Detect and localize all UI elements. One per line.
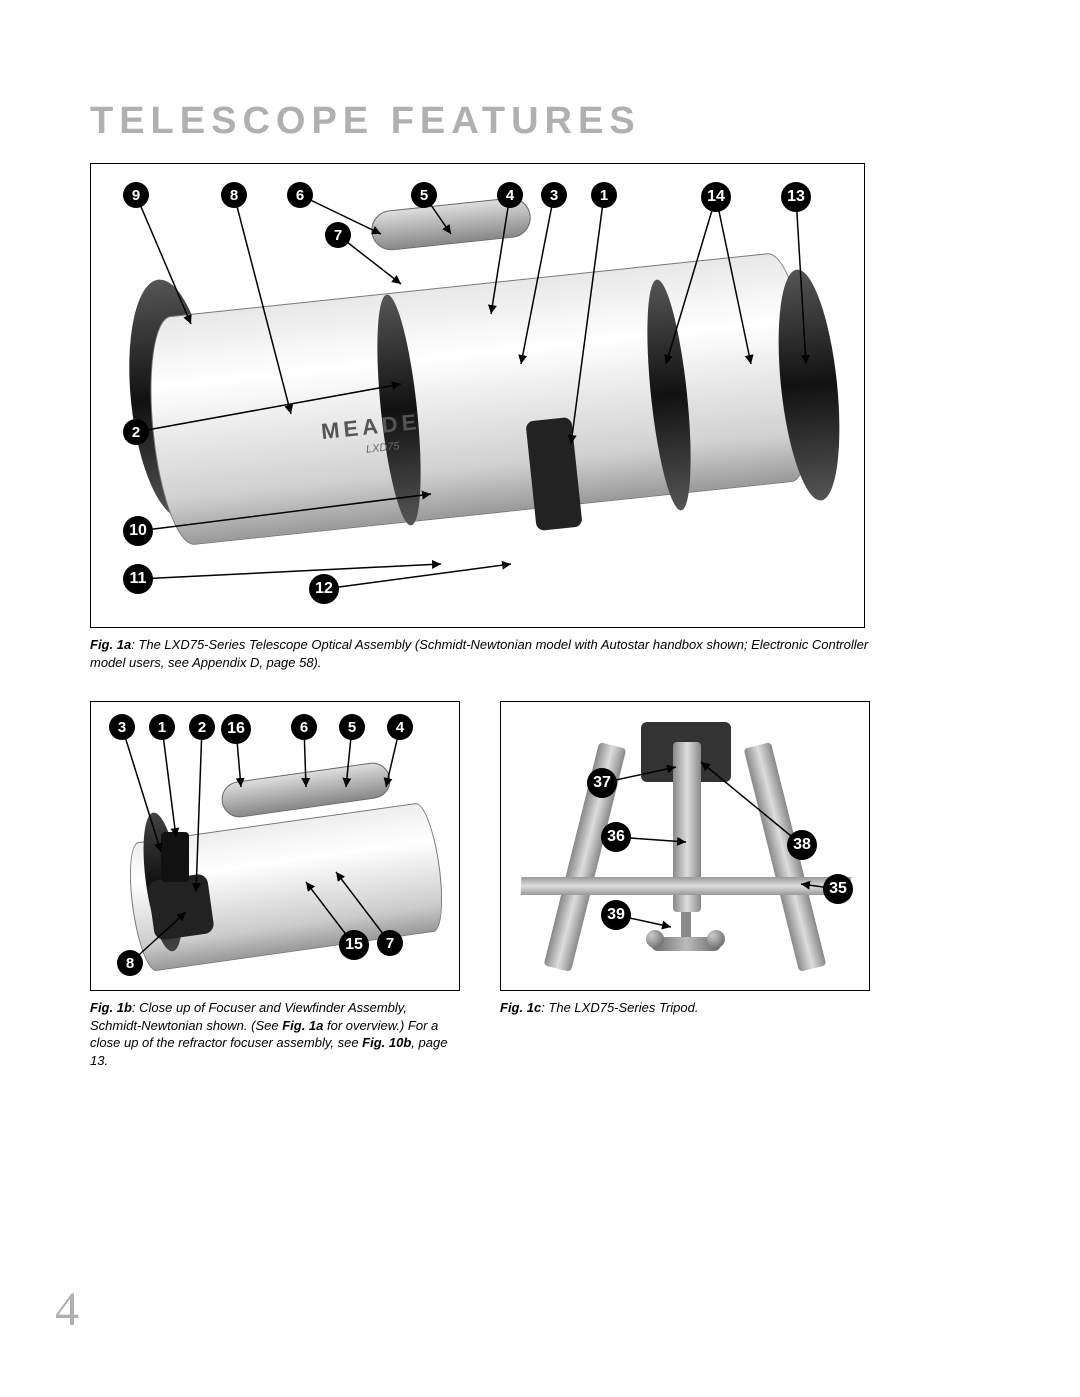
callout-39: 39 — [601, 900, 631, 930]
callout-11: 11 — [123, 564, 153, 594]
fig1c-knob-ball-right — [707, 930, 725, 948]
figure-1b: 31216 654 15 7 8 — [90, 701, 460, 991]
page-title: TELESCOPE FEATURES — [90, 100, 990, 143]
callout-14: 14 — [701, 182, 731, 212]
callout-4: 4 — [387, 714, 413, 740]
callout-10: 10 — [123, 516, 153, 546]
fig1c-tripod-leg-right — [744, 742, 827, 972]
fig1b-focuser — [147, 873, 215, 941]
callout-16: 16 — [221, 714, 251, 744]
callout-1: 1 — [591, 182, 617, 208]
figure-1b-caption: Fig. 1b: Close up of Focuser and Viewfin… — [90, 999, 460, 1069]
figure-1a-caption-text: : The LXD75-Series Telescope Optical Ass… — [90, 637, 868, 670]
figure-1c: 37 36 3835 39 — [500, 701, 870, 991]
figure-1c-caption-text: : The LXD75-Series Tripod. — [541, 1000, 698, 1015]
callout-5: 5 — [411, 182, 437, 208]
fig1b-eyepiece — [161, 832, 189, 882]
callout-38: 38 — [787, 830, 817, 860]
callout-12: 12 — [309, 574, 339, 604]
callout-6: 6 — [287, 182, 313, 208]
callout-7: 7 — [377, 930, 403, 956]
callout-36: 36 — [601, 822, 631, 852]
figure-1a-caption-lead: Fig. 1a — [90, 637, 131, 652]
figure-row-2: 31216 654 15 7 8 Fig. 1b: Close up of Focuse… — [90, 701, 990, 1069]
callout-2: 2 — [189, 714, 215, 740]
figure-1a: MEADE LXD75 9867543114132101112 — [90, 163, 865, 628]
callout-37: 37 — [587, 768, 617, 798]
callout-3: 3 — [109, 714, 135, 740]
page-number: 4 — [55, 1282, 79, 1337]
callout-7: 7 — [325, 222, 351, 248]
figure-1a-caption: Fig. 1a: The LXD75-Series Telescope Opti… — [90, 636, 870, 671]
callout-8: 8 — [117, 950, 143, 976]
fig1c-knob-ball-left — [646, 930, 664, 948]
callout-1: 1 — [149, 714, 175, 740]
callout-2: 2 — [123, 419, 149, 445]
callout-6: 6 — [291, 714, 317, 740]
callout-8: 8 — [221, 182, 247, 208]
callout-3: 3 — [541, 182, 567, 208]
callout-4: 4 — [497, 182, 523, 208]
callout-15: 15 — [339, 930, 369, 960]
scope-tube — [141, 250, 821, 548]
callout-13: 13 — [781, 182, 811, 212]
figure-1c-caption: Fig. 1c: The LXD75-Series Tripod. — [500, 999, 870, 1017]
callout-35: 35 — [823, 874, 853, 904]
figure-1b-caption-ref1: Fig. 1a — [282, 1018, 323, 1033]
fig1c-spreader-tray — [521, 877, 852, 895]
figure-1b-caption-ref2: Fig. 10b — [362, 1035, 411, 1050]
page: TELESCOPE FEATURES MEADE LXD75 986754311… — [0, 0, 1080, 1397]
figure-1c-column: 37 36 3835 39 Fig. 1c: The LXD75-Series Tri… — [500, 701, 870, 1069]
figure-1b-column: 31216 654 15 7 8 Fig. 1b: Close up of Focuse… — [90, 701, 460, 1069]
figure-1b-caption-lead: Fig. 1b — [90, 1000, 132, 1015]
callout-5: 5 — [339, 714, 365, 740]
callout-9: 9 — [123, 182, 149, 208]
figure-1c-caption-lead: Fig. 1c — [500, 1000, 541, 1015]
